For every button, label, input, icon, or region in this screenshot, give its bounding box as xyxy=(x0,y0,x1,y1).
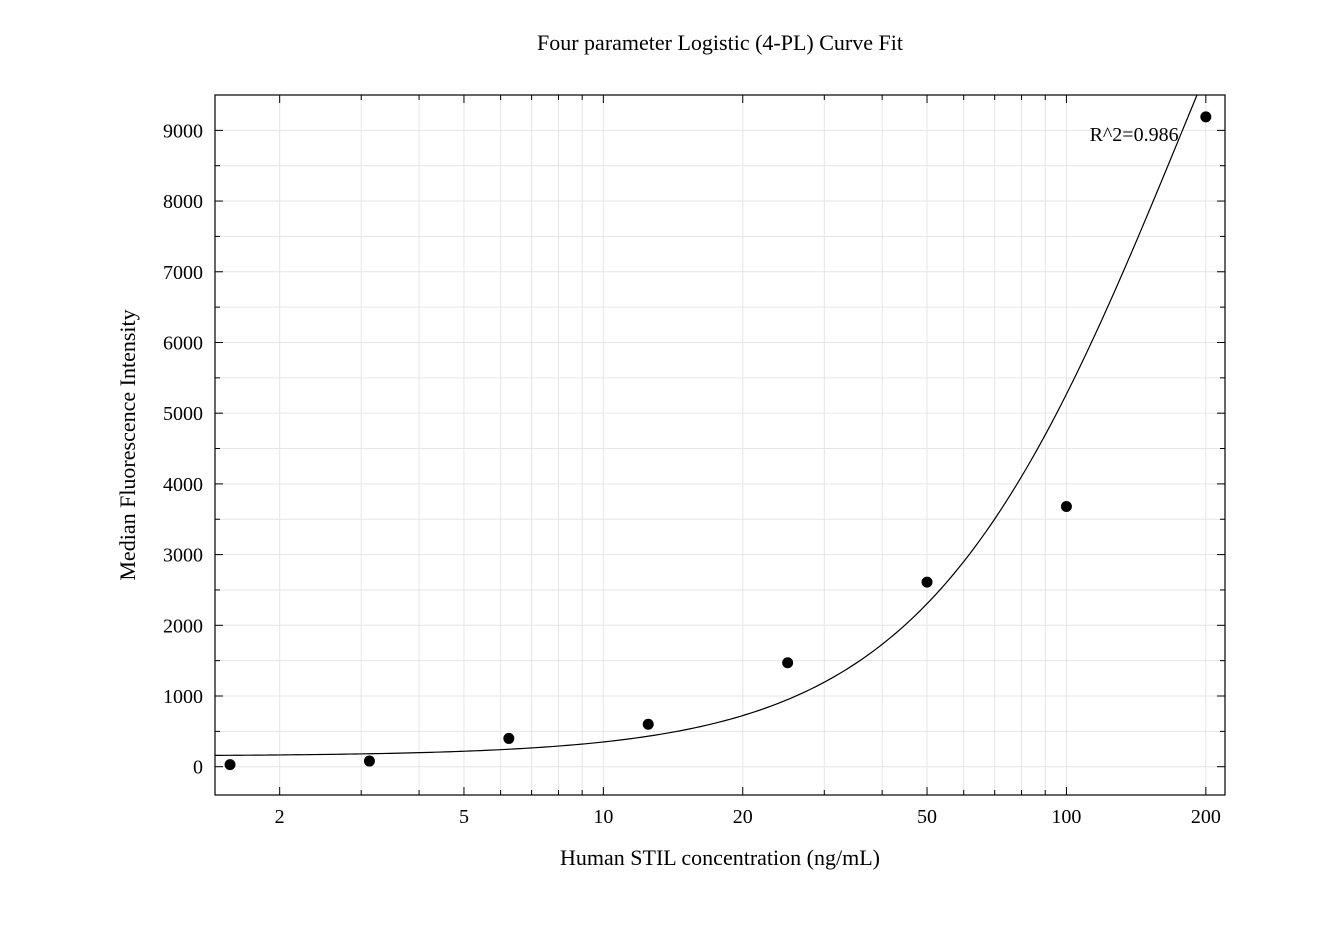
data-point xyxy=(922,577,933,588)
y-tick-label: 1000 xyxy=(163,686,203,708)
y-tick-label: 8000 xyxy=(163,191,203,213)
data-point xyxy=(503,733,514,744)
y-tick-label: 2000 xyxy=(163,615,203,637)
y-tick-label: 6000 xyxy=(163,332,203,354)
x-tick-label: 50 xyxy=(917,806,937,828)
x-tick-label: 200 xyxy=(1191,806,1221,828)
data-point xyxy=(1200,111,1211,122)
y-tick-label: 7000 xyxy=(163,262,203,284)
y-tick-label: 3000 xyxy=(163,545,203,567)
x-axis-label: Human STIL concentration (ng/mL) xyxy=(560,845,880,870)
data-point xyxy=(782,657,793,668)
y-axis-label: Median Fluorescence Intensity xyxy=(115,309,140,580)
data-point xyxy=(1061,501,1072,512)
x-tick-label: 10 xyxy=(593,806,613,828)
r-squared-annotation: R^2=0.986 xyxy=(1090,124,1179,146)
data-point xyxy=(643,719,654,730)
chart-canvas: 2510205010020001000200030004000500060007… xyxy=(0,0,1342,933)
y-tick-label: 5000 xyxy=(163,403,203,425)
y-tick-label: 9000 xyxy=(163,120,203,142)
x-tick-label: 20 xyxy=(733,806,753,828)
y-tick-label: 0 xyxy=(193,757,203,779)
y-tick-label: 4000 xyxy=(163,474,203,496)
x-tick-label: 5 xyxy=(459,806,469,828)
chart-title: Four parameter Logistic (4-PL) Curve Fit xyxy=(537,30,903,55)
x-tick-label: 100 xyxy=(1051,806,1081,828)
x-tick-label: 2 xyxy=(275,806,285,828)
data-point xyxy=(225,759,236,770)
data-point xyxy=(364,756,375,767)
